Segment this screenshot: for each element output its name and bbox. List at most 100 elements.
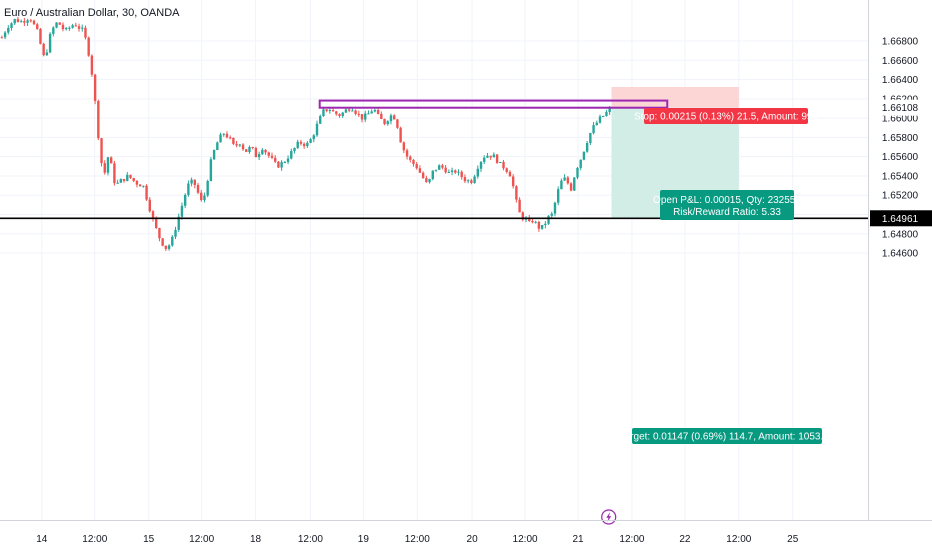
candle-body	[287, 159, 289, 163]
candle-body	[197, 185, 199, 193]
candle-body	[145, 186, 147, 200]
pnl-line-2: Risk/Reward Ratio: 5.33	[673, 207, 781, 218]
candle	[91, 54, 93, 77]
candle-body	[367, 113, 369, 114]
candle-body	[165, 246, 167, 249]
candle	[107, 157, 109, 175]
candle-body	[464, 177, 466, 181]
candle-body	[415, 164, 417, 168]
candle-body	[52, 28, 54, 34]
candle	[399, 127, 401, 143]
candle-body	[419, 168, 421, 172]
candle-body	[409, 157, 411, 160]
candle	[499, 162, 501, 163]
candle	[570, 182, 572, 191]
price-tick-label: 1.66400	[882, 75, 919, 86]
chart-title: Euro / Australian Dollar, 30, OANDA	[4, 7, 180, 19]
candle-body	[97, 101, 99, 138]
price-tick-label: 1.64800	[882, 229, 919, 240]
candle-body	[280, 162, 282, 167]
candle-body	[75, 25, 77, 26]
candle-body	[592, 125, 594, 133]
candle-body	[496, 155, 498, 163]
stop-label[interactable]: Stop: 0.00215 (0.13%) 21.5, Amount: 990	[634, 108, 818, 124]
candle-body	[573, 178, 575, 191]
candle-body	[284, 162, 286, 163]
candle-body	[223, 134, 225, 135]
candle-body	[358, 114, 360, 115]
candle-body	[489, 156, 491, 158]
candle-body	[181, 206, 183, 217]
candle-body	[46, 52, 48, 55]
candle-body	[87, 38, 89, 56]
candle-body	[444, 168, 446, 173]
pnl-label[interactable]: Open P&L: 0.00015, Qty: 232558Risk/Rewar…	[653, 190, 801, 220]
candle-body	[319, 116, 321, 124]
candle-body	[110, 157, 112, 163]
time-tick-label: 22	[679, 534, 691, 545]
time-tick-label: 12:00	[619, 534, 644, 545]
candle-body	[155, 219, 157, 229]
candle-body	[396, 119, 398, 127]
candle-body	[36, 24, 38, 29]
candle-body	[313, 135, 315, 139]
candle-body	[229, 137, 231, 138]
candle-body	[306, 143, 308, 146]
candle-body	[290, 151, 292, 159]
price-tick-label: 1.65400	[882, 171, 919, 182]
time-tick-label: 12:00	[189, 534, 214, 545]
candle	[210, 157, 212, 181]
candle-body	[271, 156, 273, 158]
candle-body	[599, 116, 601, 122]
candle-body	[268, 152, 270, 155]
candle-body	[1, 37, 3, 38]
candle-body	[377, 110, 379, 114]
candle-body	[116, 183, 118, 184]
candle-body	[374, 110, 376, 111]
candle-body	[544, 224, 546, 225]
candle-body	[551, 214, 553, 216]
candle	[42, 43, 44, 57]
target-label[interactable]: Target: 0.01147 (0.69%) 114.7, Amount: 1…	[620, 428, 835, 444]
candle	[547, 215, 549, 225]
time-tick-label: 14	[36, 534, 48, 545]
candle-body	[509, 172, 511, 177]
candle-body	[583, 152, 585, 160]
candle-body	[438, 165, 440, 169]
candle-body	[26, 20, 28, 22]
candle-body	[412, 160, 414, 164]
candle-body	[608, 108, 610, 112]
time-tick-label: 12:00	[405, 534, 430, 545]
candle-body	[100, 138, 102, 163]
stop-zone[interactable]	[612, 87, 739, 108]
support-price-tag: 1.64961	[870, 210, 932, 226]
candle-body	[399, 128, 401, 143]
candle	[113, 161, 115, 186]
candle-body	[139, 185, 141, 187]
pnl-line-1: Open P&L: 0.00015, Qty: 232558	[653, 195, 801, 206]
candle	[573, 177, 575, 191]
candle-body	[14, 19, 16, 23]
time-tick-label: 12:00	[726, 534, 751, 545]
candle-body	[473, 177, 475, 183]
candle-body	[322, 109, 324, 116]
candle	[255, 147, 257, 158]
candle-body	[171, 237, 173, 246]
candle	[87, 37, 89, 57]
candle-body	[226, 134, 228, 138]
candle	[496, 154, 498, 164]
candle-body	[104, 163, 106, 173]
candle-body	[567, 177, 569, 183]
candle-body	[383, 119, 385, 124]
candle-body	[390, 115, 392, 121]
candle-body	[560, 181, 562, 190]
lightning-icon[interactable]	[602, 510, 616, 524]
candle-body	[428, 179, 430, 182]
candle	[110, 156, 112, 163]
time-tick-label: 12:00	[298, 534, 323, 545]
candle	[245, 149, 247, 152]
candle-body	[512, 176, 514, 186]
candle-body	[232, 138, 234, 144]
